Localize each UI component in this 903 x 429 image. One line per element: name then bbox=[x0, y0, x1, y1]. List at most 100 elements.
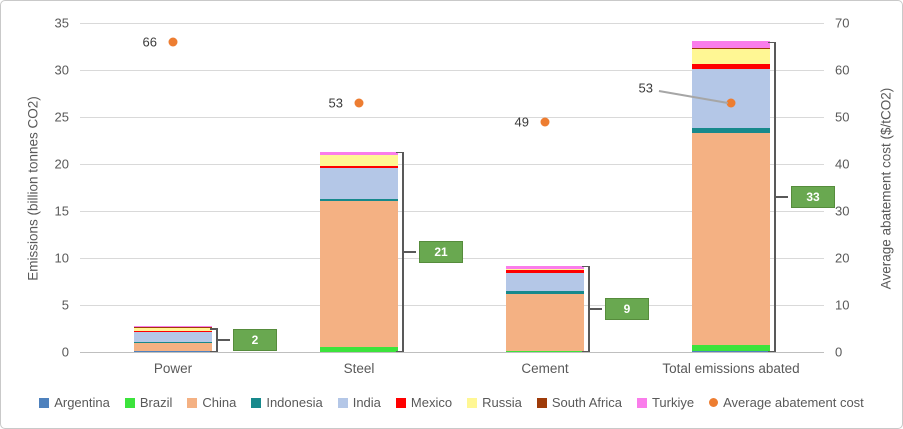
legend: Argentina Brazil China Indonesia India Mexico… bbox=[1, 395, 902, 410]
bracket-cap-bottom-cement bbox=[582, 350, 589, 352]
legend-swatch-icon bbox=[251, 397, 262, 408]
right-tick-60: 60 bbox=[835, 62, 850, 78]
legend-item-china: China bbox=[187, 395, 236, 410]
left-tick-25: 25 bbox=[54, 109, 69, 125]
bar-power bbox=[134, 325, 212, 352]
legend-label: India bbox=[352, 395, 381, 410]
segment-south-africa-total-emissions-abated bbox=[692, 48, 770, 50]
segment-brazil-steel bbox=[320, 347, 398, 352]
legend-swatch-icon bbox=[39, 397, 50, 408]
gridline-0 bbox=[80, 352, 824, 353]
avg-cost-label-total-emissions-abated: 53 bbox=[638, 80, 653, 96]
gridline-30 bbox=[80, 70, 824, 71]
legend-swatch-icon bbox=[636, 397, 647, 408]
bracket-connector-steel bbox=[402, 251, 416, 253]
bracket-cap-top-steel bbox=[396, 151, 403, 154]
legend-item-average-abatement-cost: Average abatement cost bbox=[709, 395, 864, 410]
avg-cost-dot-cement bbox=[540, 117, 550, 127]
right-tick-70: 70 bbox=[835, 15, 850, 31]
category-label-power: Power bbox=[153, 361, 193, 376]
legend-label: Russia bbox=[482, 395, 522, 410]
bracket-connector-power bbox=[216, 339, 230, 341]
segment-indonesia-steel bbox=[320, 198, 398, 201]
segment-india-power bbox=[134, 332, 212, 343]
legend-swatch-icon bbox=[337, 397, 348, 408]
legend-label: Argentina bbox=[54, 395, 110, 410]
left-tick-0: 0 bbox=[61, 344, 69, 360]
segment-russia-power bbox=[134, 328, 212, 332]
legend-item-brazil: Brazil bbox=[124, 395, 173, 410]
segment-brazil-cement bbox=[506, 350, 584, 352]
segment-argentina-power bbox=[134, 351, 212, 352]
segment-indonesia-cement bbox=[506, 290, 584, 294]
legend-swatch-icon bbox=[124, 397, 135, 408]
avg-cost-dot-total-emissions-abated bbox=[726, 98, 736, 108]
legend-label: Mexico bbox=[410, 395, 453, 410]
bracket-cap-top-cement bbox=[582, 265, 589, 268]
left-tick-10: 10 bbox=[54, 250, 69, 266]
segment-china-total-emissions-abated bbox=[692, 133, 770, 346]
segment-china-steel bbox=[320, 200, 398, 348]
right-tick-30: 30 bbox=[835, 203, 850, 219]
bracket-cap-top-power bbox=[210, 328, 217, 330]
left-tick-35: 35 bbox=[54, 15, 69, 31]
legend-item-indonesia: Indonesia bbox=[251, 395, 323, 410]
right-axis-title: Average abatement cost ($/tCO2) bbox=[878, 87, 894, 290]
right-tick-20: 20 bbox=[835, 250, 850, 266]
legend-label: Turkiye bbox=[651, 395, 695, 410]
bracket-cap-bottom-steel bbox=[396, 350, 403, 352]
right-tick-0: 0 bbox=[835, 344, 843, 360]
gridline-35 bbox=[80, 23, 824, 24]
legend-swatch-icon bbox=[467, 397, 478, 408]
gridline-20 bbox=[80, 164, 824, 165]
bar-cement bbox=[506, 266, 584, 352]
segment-argentina-total-emissions-abated bbox=[692, 351, 770, 352]
total-badge-total-emissions-abated: 33 bbox=[791, 185, 835, 208]
segment-brazil-total-emissions-abated bbox=[692, 345, 770, 351]
category-label-steel: Steel bbox=[343, 361, 375, 376]
plot-area bbox=[80, 23, 824, 353]
segment-russia-steel bbox=[320, 155, 398, 166]
legend-item-russia: Russia bbox=[467, 395, 522, 410]
legend-swatch-icon bbox=[395, 397, 406, 408]
gridline-5 bbox=[80, 305, 824, 306]
right-tick-10: 10 bbox=[835, 297, 850, 313]
left-tick-20: 20 bbox=[54, 156, 69, 172]
segment-china-cement bbox=[506, 293, 584, 351]
bracket-cap-bottom-total-emissions-abated bbox=[768, 350, 775, 352]
segment-china-power bbox=[134, 343, 212, 351]
segment-india-cement bbox=[506, 272, 584, 291]
segment-mexico-power bbox=[134, 331, 212, 333]
avg-cost-dot-steel bbox=[354, 98, 364, 108]
legend-item-india: India bbox=[337, 395, 381, 410]
bracket-cap-top-total-emissions-abated bbox=[768, 41, 775, 44]
avg-cost-label-steel: 53 bbox=[328, 95, 343, 111]
segment-india-steel bbox=[320, 167, 398, 199]
gridline-25 bbox=[80, 117, 824, 118]
bracket-cap-bottom-power bbox=[210, 350, 217, 352]
legend-label: Indonesia bbox=[266, 395, 323, 410]
legend-item-turkiye: Turkiye bbox=[636, 395, 695, 410]
legend-label: Brazil bbox=[139, 395, 173, 410]
category-label-total-emissions-abated: Total emissions abated bbox=[662, 361, 800, 376]
right-tick-40: 40 bbox=[835, 156, 850, 172]
segment-turkiye-power bbox=[134, 325, 212, 328]
left-tick-30: 30 bbox=[54, 62, 69, 78]
segment-mexico-total-emissions-abated bbox=[692, 64, 770, 69]
avg-cost-dot-power bbox=[168, 37, 178, 47]
left-tick-15: 15 bbox=[54, 203, 69, 219]
total-badge-cement: 9 bbox=[605, 297, 649, 320]
segment-russia-cement bbox=[506, 268, 584, 271]
segment-mexico-steel bbox=[320, 165, 398, 168]
bracket-connector-total-emissions-abated bbox=[774, 196, 788, 198]
bracket-connector-cement bbox=[588, 308, 602, 310]
legend-swatch-icon bbox=[187, 397, 198, 408]
segment-indonesia-total-emissions-abated bbox=[692, 128, 770, 134]
legend-item-mexico: Mexico bbox=[395, 395, 453, 410]
segment-turkiye-total-emissions-abated bbox=[692, 40, 770, 49]
segment-indonesia-power bbox=[134, 342, 212, 344]
left-tick-5: 5 bbox=[61, 297, 69, 313]
total-badge-steel: 21 bbox=[419, 240, 463, 263]
segment-russia-total-emissions-abated bbox=[692, 49, 770, 65]
